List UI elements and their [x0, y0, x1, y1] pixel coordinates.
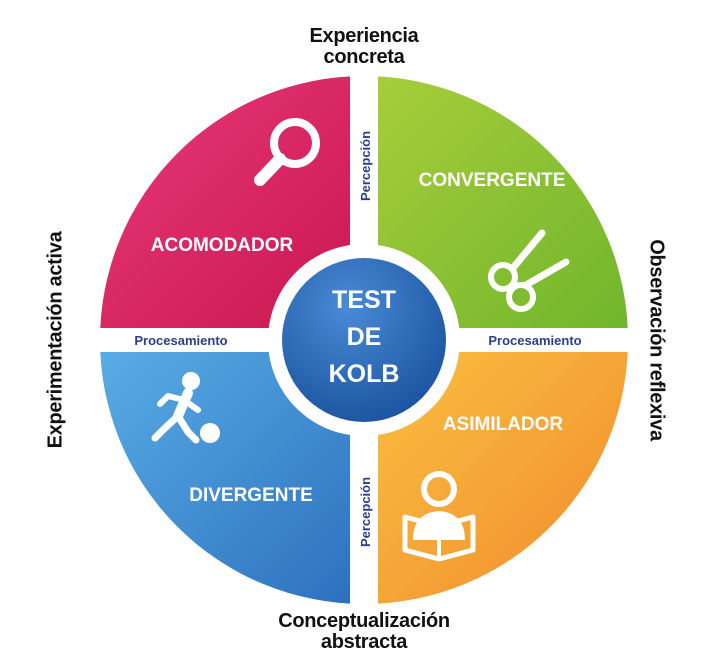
axis-label-bottom: Conceptualización abstracta: [244, 611, 484, 653]
axis-label-right: Observación reflexiva: [645, 239, 668, 441]
center-line-1: TEST: [332, 286, 396, 314]
quadrant-label-asimilador: ASIMILADOR: [443, 414, 564, 435]
divider-label-left: Procesamiento: [134, 333, 227, 348]
axis-label-left: Experimentación activa: [44, 231, 67, 449]
divider-label-top: Percepción: [358, 131, 373, 201]
center-line-3: KOLB: [329, 360, 400, 388]
magnifier-icon: [254, 118, 320, 186]
axis-label-top: Experiencia concreta: [264, 26, 464, 68]
center-circle: [282, 258, 446, 422]
quadrant-label-divergente: DIVERGENTE: [189, 485, 313, 506]
axis-label-top-line-2: concreta: [323, 46, 405, 68]
center-line-2: DE: [347, 323, 382, 351]
quadrant-label-acomodador: ACOMODADOR: [151, 235, 294, 256]
divider-label-bottom: Percepción: [358, 477, 373, 547]
axis-label-top-line-1: Experiencia: [309, 25, 419, 47]
axis-label-bottom-line-1: Conceptualización: [278, 610, 450, 632]
divider-label-right: Procesamiento: [488, 333, 581, 348]
axis-label-bottom-line-2: abstracta: [320, 631, 408, 653]
reader-icon: [402, 471, 476, 562]
soccer-player-icon: [151, 372, 220, 444]
scissors-icon: [488, 229, 570, 312]
quadrant-label-convergente: CONVERGENTE: [419, 170, 566, 191]
